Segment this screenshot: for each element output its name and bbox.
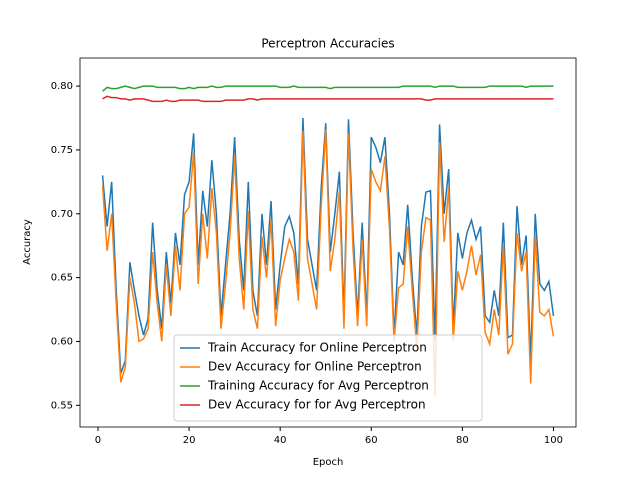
series-line [102,85,554,92]
x-tick-label: 0 [95,435,101,446]
axes-frame [79,57,577,428]
legend-label: Dev Accuracy for Online Perceptron [208,360,422,374]
y-tick-label: 0.60 [51,336,73,347]
y-tick-label: 0.55 [51,400,73,411]
y-tick-label: 0.65 [51,273,73,284]
y-tick-label: 0.70 [51,209,73,220]
legend-label: Training Accuracy for Avg Perceptron [207,379,429,393]
x-axis-label: Epoch [313,457,344,468]
legend-label: Dev Accuracy for for Avg Perceptron [208,398,426,412]
x-tick-label: 80 [456,435,469,446]
legend-label: Train Accuracy for Online Perceptron [207,341,427,355]
x-tick-label: 40 [274,435,287,446]
x-tick-label: 20 [183,435,196,446]
chart-title: Perceptron Accuracies [261,37,394,51]
series-line [101,129,555,397]
y-axis-label: Accuracy [22,219,33,265]
x-tick-label: 60 [365,435,378,446]
legend-box [173,334,483,422]
x-tick-label: 100 [544,435,563,446]
y-tick-label: 0.80 [51,81,73,92]
series-line [102,95,554,103]
y-tick-label: 0.75 [51,145,73,156]
